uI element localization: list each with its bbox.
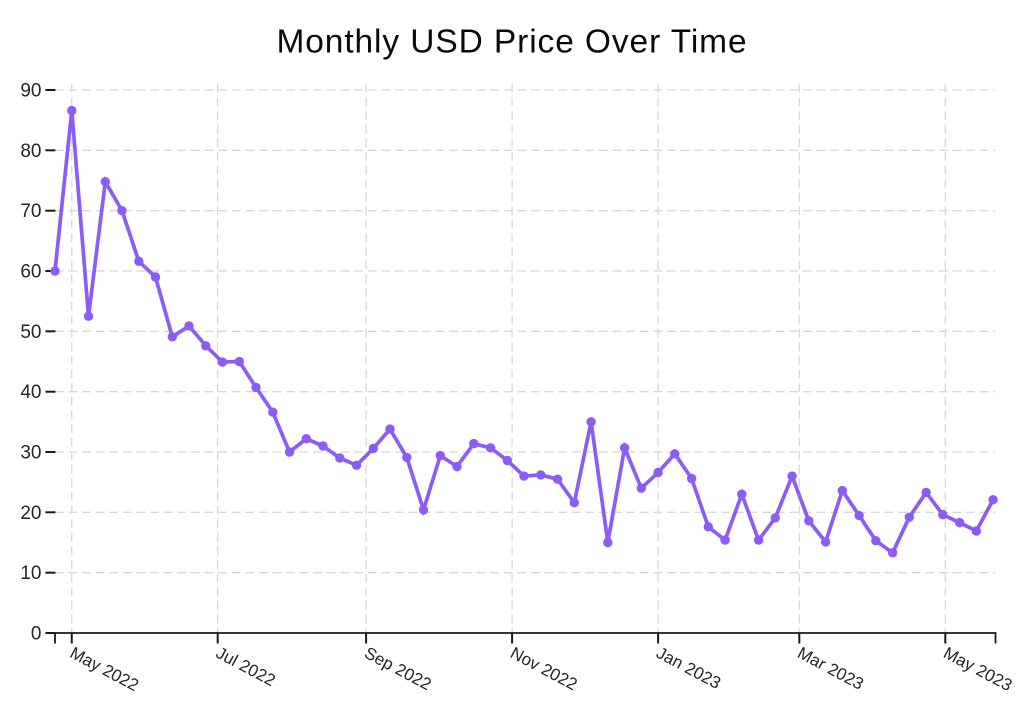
svg-text:10: 10 xyxy=(20,563,41,584)
svg-text:50: 50 xyxy=(20,322,41,343)
svg-text:90: 90 xyxy=(20,81,41,102)
svg-text:60: 60 xyxy=(20,262,41,283)
svg-text:0: 0 xyxy=(31,624,42,645)
svg-text:80: 80 xyxy=(20,141,41,162)
svg-text:40: 40 xyxy=(20,382,41,403)
svg-text:30: 30 xyxy=(20,443,41,464)
svg-text:20: 20 xyxy=(20,503,41,524)
svg-text:Monthly USD Price Over Time: Monthly USD Price Over Time xyxy=(276,24,747,61)
svg-text:70: 70 xyxy=(20,201,41,222)
